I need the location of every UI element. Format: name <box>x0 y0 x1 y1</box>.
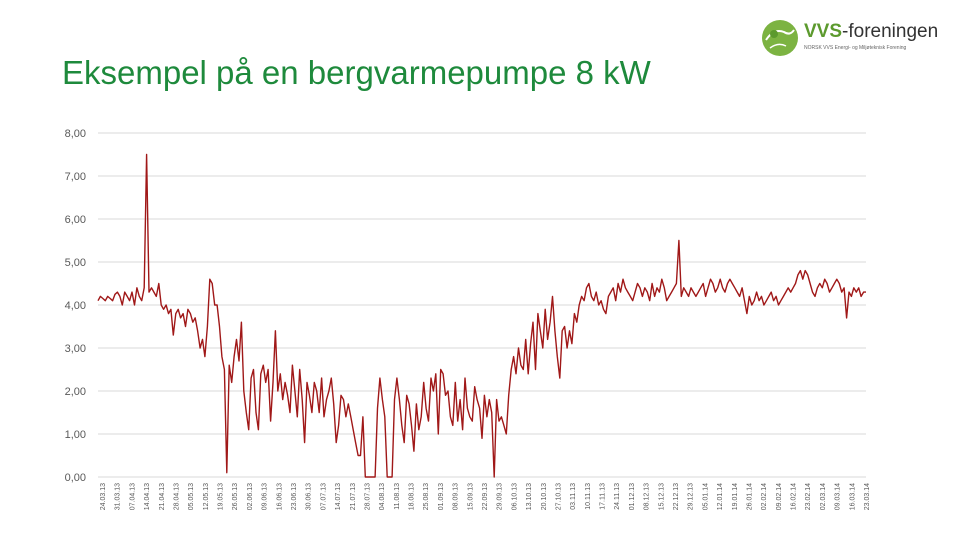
x-tick-label: 16.03.14 <box>849 483 856 510</box>
x-tick-label: 05.05.13 <box>188 483 195 510</box>
series-line <box>97 153 866 478</box>
x-tick-label: 08.12.13 <box>644 483 651 510</box>
x-tick-label: 05.01.14 <box>702 483 709 510</box>
x-tick-label: 31.03.13 <box>115 483 122 510</box>
slide-title: Eksempel på en bergvarmepumpe 8 kW <box>62 54 651 91</box>
logo-brand-rest: -foreningen <box>842 21 939 42</box>
x-tick-label: 24.11.13 <box>614 483 621 510</box>
x-tick-label: 24.03.13 <box>100 483 107 510</box>
x-tick-label: 14.04.13 <box>144 483 151 510</box>
y-tick-label: 0,00 <box>65 472 86 484</box>
x-tick-label: 10.11.13 <box>585 483 592 510</box>
x-tick-label: 26.01.14 <box>746 483 753 510</box>
x-tick-label: 28.04.13 <box>173 483 180 510</box>
x-tick-label: 15.12.13 <box>658 483 665 510</box>
x-tick-label: 12.05.13 <box>203 483 210 510</box>
x-tick-label: 06.10.13 <box>511 483 518 510</box>
x-tick-label: 19.01.14 <box>732 483 739 510</box>
x-tick-label: 22.12.13 <box>673 483 680 510</box>
x-tick-label: 21.04.13 <box>159 483 166 510</box>
y-tick-label: 6,00 <box>65 214 86 226</box>
x-tick-label: 01.09.13 <box>438 483 445 510</box>
x-tick-label: 09.03.14 <box>835 483 842 510</box>
logo-brand: VVS-foreningen <box>804 21 938 43</box>
x-tick-label: 03.11.13 <box>570 483 577 510</box>
x-tick-label: 09.02.14 <box>776 483 783 510</box>
x-tick-label: 07.07.13 <box>320 483 327 510</box>
x-tick-label: 02.06.13 <box>247 483 254 510</box>
x-tick-label: 08.09.13 <box>453 483 460 510</box>
x-tick-label: 14.07.13 <box>335 483 342 510</box>
vvs-foreningen-logo: VVS-foreningen NORSK VVS Energi- og Milj… <box>760 18 950 60</box>
x-tick-label: 23.06.13 <box>291 483 298 510</box>
logo-tagline: NORSK VVS Energi- og Miljøteknisk Foreni… <box>804 45 907 51</box>
x-tick-label: 12.01.14 <box>717 483 724 510</box>
y-tick-label: 3,00 <box>65 343 86 355</box>
x-tick-label: 26.05.13 <box>232 483 239 510</box>
x-tick-label: 16.06.13 <box>276 483 283 510</box>
y-tick-label: 4,00 <box>65 300 86 312</box>
y-tick-label: 1,00 <box>65 429 86 441</box>
x-tick-label: 01.12.13 <box>629 483 636 510</box>
y-tick-label: 5,00 <box>65 257 86 269</box>
x-tick-label: 22.09.13 <box>482 483 489 510</box>
globe-icon <box>762 20 798 56</box>
x-tick-label: 23.02.14 <box>805 483 812 510</box>
x-tick-label: 25.08.13 <box>423 483 430 510</box>
x-tick-label: 28.07.13 <box>364 483 371 510</box>
y-tick-label: 8,00 <box>65 128 86 140</box>
x-tick-label: 04.08.13 <box>379 483 386 510</box>
x-tick-label: 07.04.13 <box>129 483 136 510</box>
x-tick-label: 16.02.14 <box>791 483 798 510</box>
x-tick-label: 17.11.13 <box>600 483 607 510</box>
x-tick-label: 23.03.14 <box>864 483 871 510</box>
y-tick-label: 7,00 <box>65 171 86 183</box>
x-tick-label: 15.09.13 <box>467 483 474 510</box>
x-tick-label: 29.09.13 <box>497 483 504 510</box>
x-tick-label: 13.10.13 <box>526 483 533 510</box>
x-tick-label: 09.06.13 <box>262 483 269 510</box>
x-tick-label: 30.06.13 <box>306 483 313 510</box>
logo-brand-bold: VVS <box>804 21 843 42</box>
x-tick-label: 11.08.13 <box>394 483 401 510</box>
x-tick-label: 29.12.13 <box>688 483 695 510</box>
x-tick-label: 19.05.13 <box>218 483 225 510</box>
x-tick-label: 02.03.14 <box>820 483 827 510</box>
y-tick-label: 2,00 <box>65 386 86 398</box>
x-tick-label: 27.10.13 <box>555 483 562 510</box>
x-tick-label: 21.07.13 <box>350 483 357 510</box>
x-tick-label: 20.10.13 <box>541 483 548 510</box>
x-tick-label: 18.08.13 <box>409 483 416 510</box>
x-tick-label: 02.02.14 <box>761 483 768 510</box>
